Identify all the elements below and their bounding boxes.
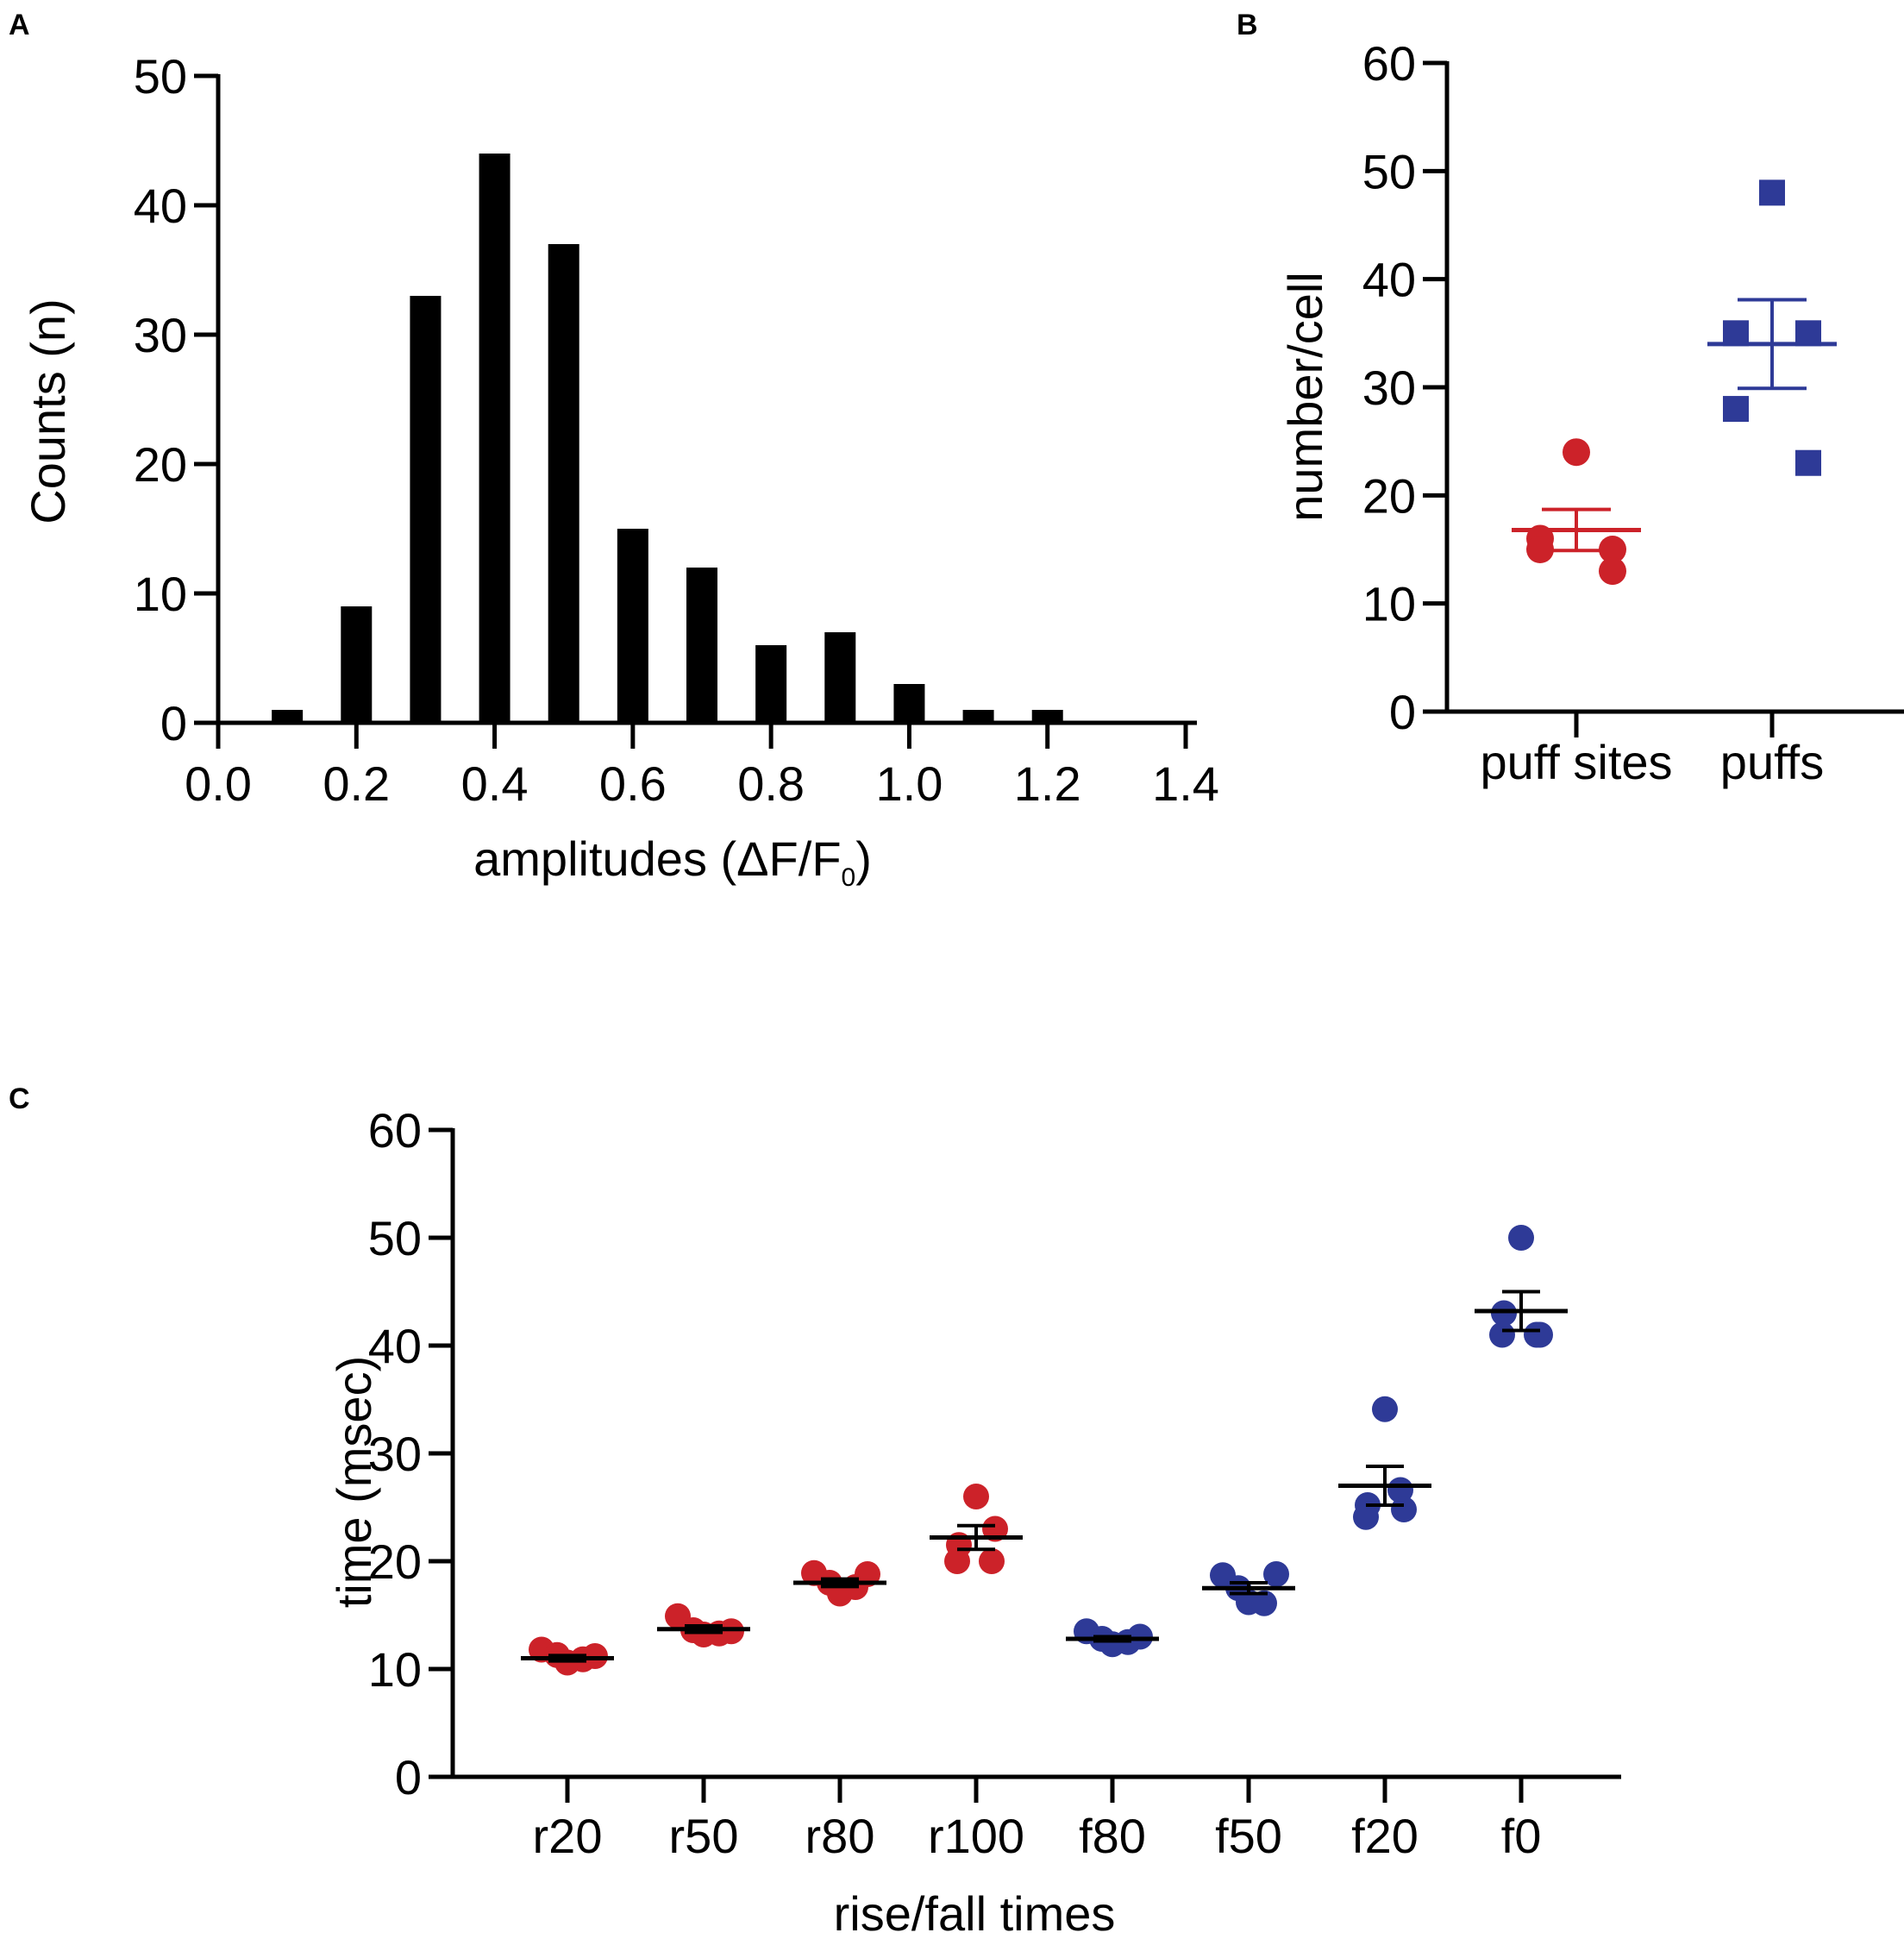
- panel-c-axes: 0 10 20 30 40 50 60 r20 r50 r80 r100 f80 f50 f20 f0: [368, 1103, 1621, 1863]
- data-point-square: [1723, 320, 1749, 347]
- panel-b-marks: [1512, 179, 1837, 586]
- panel-a-y-tick-label: 30: [134, 308, 187, 362]
- data-point-circle: [1372, 1396, 1398, 1422]
- data-point-circle: [1527, 1321, 1553, 1348]
- data-point-circle: [979, 1548, 1005, 1574]
- data-point-circle: [1526, 536, 1554, 563]
- panel-b-y-tick-label: 30: [1362, 361, 1416, 415]
- histogram-bar: [686, 568, 717, 723]
- panel-a-y-tick-label: 40: [134, 179, 187, 233]
- panel-b-category-label: puffs: [1720, 735, 1824, 789]
- panel-a-x-axis-title: amplitudes (ΔF/F0): [473, 831, 872, 892]
- panel-c-category-label: f50: [1215, 1809, 1282, 1863]
- panel-a-axes: 0 10 20 30 40 50 0.0 0.2 0.4 0.6 0.8 1.0 1.2 1.4: [134, 49, 1219, 811]
- panel-a-x-tick-label: 0.6: [599, 756, 667, 811]
- panel-c-y-axis-title: time (msec): [327, 1356, 381, 1608]
- data-point-circle: [1263, 1561, 1289, 1587]
- panel-a-x-axis-title-subscript: 0: [842, 863, 856, 892]
- panel-b-y-tick-label: 10: [1362, 577, 1416, 631]
- panel-a-letter: A: [9, 9, 30, 41]
- panel-a-y-tick-label: 20: [134, 437, 187, 492]
- panel-a-x-tick-label: 1.2: [1014, 756, 1081, 811]
- panel-b-y-tick-label: 0: [1389, 685, 1416, 739]
- panel-b-y-axis-title: number/cell: [1278, 272, 1332, 521]
- panel-c-category-label: f0: [1501, 1809, 1542, 1863]
- panel-c-y-tick-label: 30: [368, 1427, 422, 1481]
- panel-a-x-axis-title-main: amplitudes (ΔF/F: [473, 831, 841, 886]
- data-point-circle: [1251, 1590, 1277, 1616]
- panel-b: B 0 10 20 30 40 50 60 puff sites puffs number/ce…: [1237, 9, 1904, 789]
- panel-c-category-label: r50: [669, 1809, 739, 1863]
- panel-a-y-tick-label: 10: [134, 567, 187, 621]
- data-point-square: [1795, 320, 1821, 347]
- panel-c-y-tick-label: 20: [368, 1534, 422, 1589]
- panel-b-category-label: puff sites: [1480, 735, 1672, 789]
- histogram-bar: [1031, 710, 1063, 723]
- histogram-bar: [341, 606, 373, 723]
- panel-c-category-label: r20: [533, 1809, 603, 1863]
- histogram-bar: [617, 529, 648, 723]
- panel-b-axes: 0 10 20 30 40 50 60 puff sites puffs: [1362, 36, 1904, 789]
- panel-c-marks: [521, 1225, 1568, 1676]
- data-point-square: [1795, 449, 1821, 476]
- histogram-bar: [548, 244, 579, 723]
- data-point-circle: [1599, 536, 1626, 563]
- data-point-square: [1723, 396, 1749, 423]
- panel-a: A 0 10 20 30 40 50 0.0 0.2 0.4 0.6 0.8 1.0 1.2 1.4 Co…: [9, 9, 1219, 892]
- data-point-circle: [944, 1548, 970, 1574]
- panel-b-letter: B: [1237, 9, 1258, 41]
- panel-b-y-tick-label: 60: [1362, 36, 1416, 91]
- panel-a-y-axis-title: Counts (n): [21, 298, 75, 524]
- histogram-bar: [272, 710, 304, 723]
- panel-a-x-tick-label: 1.4: [1152, 756, 1219, 811]
- panel-a-x-axis-title-close: ): [855, 831, 872, 886]
- panel-c-category-label: f80: [1079, 1809, 1146, 1863]
- panel-b-y-tick-label: 20: [1362, 468, 1416, 523]
- panel-c-x-axis-title: rise/fall times: [834, 1886, 1116, 1939]
- data-point-circle: [1508, 1225, 1534, 1251]
- histogram-bar: [893, 684, 925, 723]
- panel-a-bars: [272, 154, 1063, 723]
- panel-c-category-label: r80: [805, 1809, 875, 1863]
- panel-a-x-tick-label: 0.8: [737, 756, 805, 811]
- panel-a-x-tick-label: 0.2: [323, 756, 390, 811]
- panel-a-y-tick-label: 0: [160, 696, 187, 750]
- data-point-circle: [963, 1484, 989, 1509]
- panel-c-y-tick-label: 40: [368, 1319, 422, 1373]
- panel-c-y-tick-label: 60: [368, 1103, 422, 1158]
- panel-a-x-tick-label: 0.4: [461, 756, 529, 811]
- panel-c-y-tick-label: 50: [368, 1211, 422, 1265]
- data-point-circle: [1489, 1321, 1515, 1348]
- histogram-bar: [824, 632, 856, 723]
- panel-b-y-tick-label: 50: [1362, 144, 1416, 198]
- panel-c-category-label: r100: [928, 1809, 1024, 1863]
- histogram-bar: [410, 296, 442, 723]
- data-point-square: [1759, 179, 1785, 206]
- histogram-bar: [479, 154, 510, 723]
- data-point-circle: [1353, 1503, 1379, 1530]
- panel-c-y-tick-label: 10: [368, 1642, 422, 1697]
- histogram-bar: [755, 645, 787, 723]
- data-point-circle: [1599, 557, 1626, 586]
- data-point-circle: [1563, 438, 1590, 467]
- panel-c-category-label: f20: [1351, 1809, 1419, 1863]
- panel-b-y-tick-label: 40: [1362, 253, 1416, 307]
- panel-a-y-tick-label: 50: [134, 49, 187, 104]
- panel-a-x-tick-label: 0.0: [185, 756, 252, 811]
- data-point-circle: [1391, 1497, 1417, 1522]
- panel-a-x-tick-label: 1.0: [875, 756, 943, 811]
- panel-c-letter: C: [9, 1082, 30, 1115]
- histogram-bar: [962, 710, 994, 723]
- panel-c-y-tick-label: 0: [395, 1750, 422, 1804]
